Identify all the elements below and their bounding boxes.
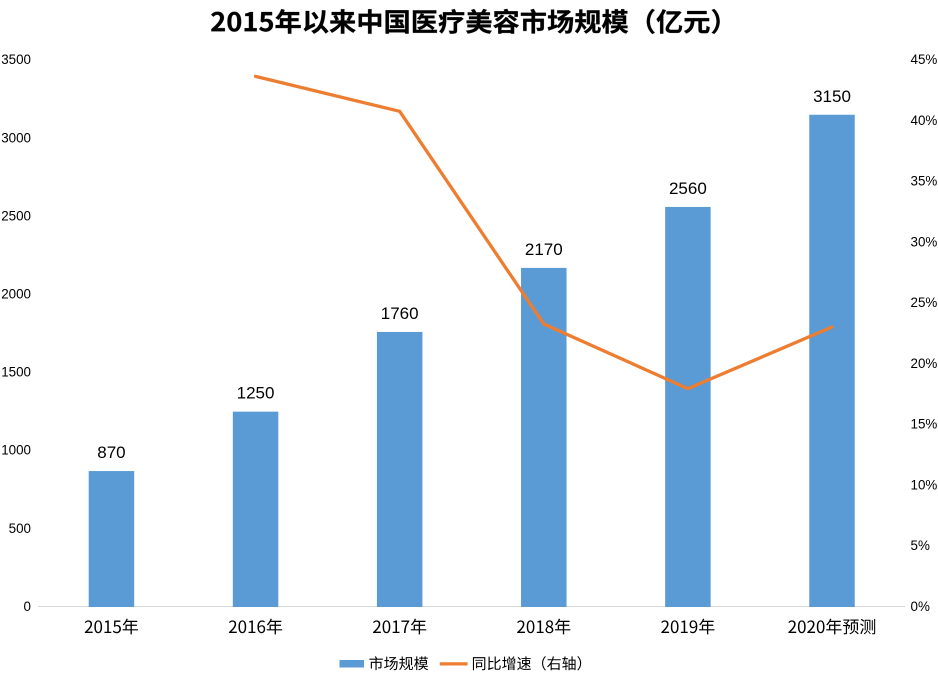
svg-text:10%: 10% <box>911 477 938 492</box>
svg-text:3500: 3500 <box>1 52 31 67</box>
svg-text:2170: 2170 <box>525 240 563 259</box>
svg-text:3150: 3150 <box>813 87 851 106</box>
svg-text:1760: 1760 <box>381 304 419 323</box>
svg-text:20%: 20% <box>911 356 938 371</box>
svg-text:0: 0 <box>24 599 31 614</box>
svg-text:35%: 35% <box>911 174 938 189</box>
svg-text:15%: 15% <box>911 417 938 432</box>
svg-text:45%: 45% <box>911 52 938 67</box>
svg-text:870: 870 <box>97 443 125 462</box>
svg-text:1250: 1250 <box>237 384 275 403</box>
svg-text:500: 500 <box>9 521 31 536</box>
svg-text:40%: 40% <box>911 113 938 128</box>
svg-text:5%: 5% <box>911 538 930 553</box>
svg-text:2000: 2000 <box>1 287 31 302</box>
svg-text:1500: 1500 <box>1 365 31 380</box>
svg-text:30%: 30% <box>911 234 938 249</box>
svg-text:25%: 25% <box>911 295 938 310</box>
svg-text:2500: 2500 <box>1 208 31 223</box>
svg-text:1000: 1000 <box>1 443 31 458</box>
svg-text:0%: 0% <box>911 599 930 614</box>
svg-text:2560: 2560 <box>669 179 707 198</box>
svg-text:3000: 3000 <box>1 130 31 145</box>
